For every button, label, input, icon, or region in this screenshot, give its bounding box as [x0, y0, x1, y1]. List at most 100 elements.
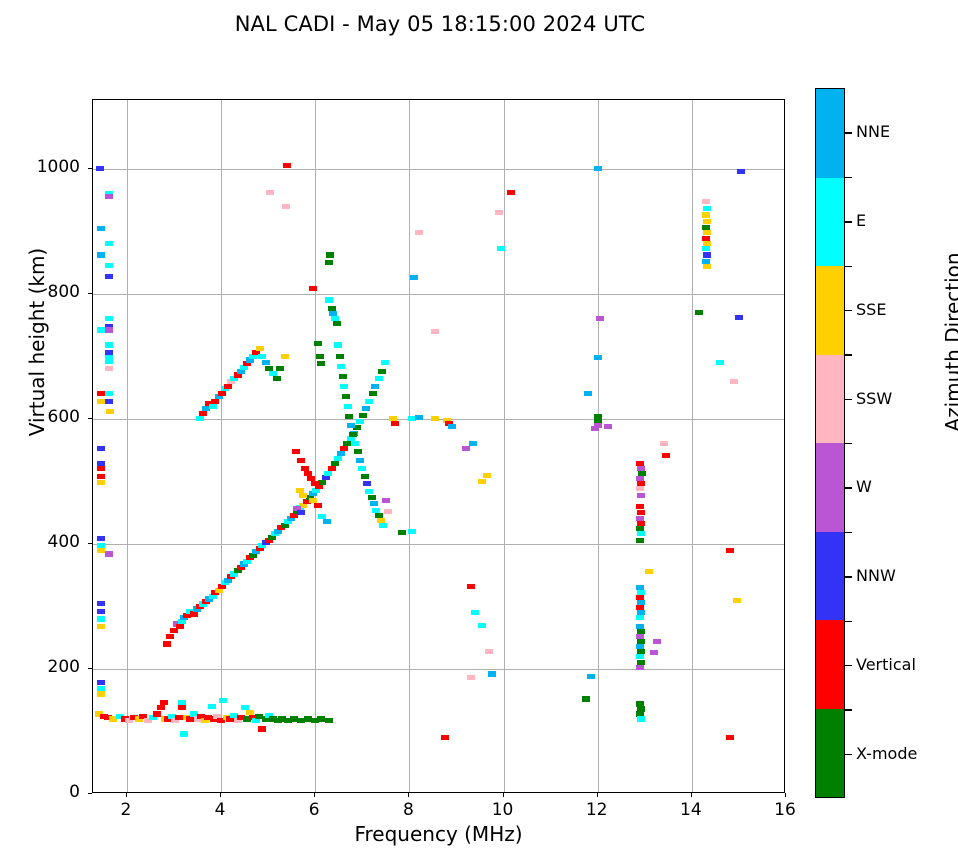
echo-point	[330, 316, 339, 322]
echo-point	[254, 713, 263, 720]
echo-point	[325, 259, 334, 266]
colorbar-label-sse: SSE	[856, 299, 887, 319]
echo-point	[273, 717, 282, 723]
y-tick-label: 400	[47, 531, 80, 552]
echo-point	[208, 593, 217, 600]
echo-point	[308, 286, 317, 292]
echo-point	[346, 436, 355, 442]
echo-point	[97, 327, 105, 333]
echo-point	[443, 417, 452, 423]
echo-point	[316, 716, 325, 722]
echo-point	[96, 446, 105, 452]
echo-point	[108, 716, 117, 722]
echo-point	[360, 473, 369, 479]
echo-point	[283, 717, 292, 723]
echo-point	[97, 252, 105, 258]
echo-point	[105, 273, 113, 279]
echo-point	[661, 452, 670, 458]
echo-point	[139, 713, 148, 720]
colorbar-tick	[845, 132, 852, 134]
y-axis-label: Virtual height (km)	[25, 247, 49, 437]
y-tick	[88, 793, 92, 794]
echo-point	[358, 466, 367, 472]
gridline-horizontal	[93, 168, 784, 170]
echo-point	[299, 492, 308, 498]
echo-point	[275, 366, 284, 372]
colorbar-tick	[845, 221, 852, 223]
echo-point	[105, 194, 114, 200]
echo-point	[355, 418, 364, 424]
echo-point	[636, 653, 645, 660]
echo-point	[106, 408, 115, 414]
colorbar-band-sse[interactable]	[816, 266, 844, 355]
colorbar-band-w[interactable]	[816, 443, 844, 532]
echo-point	[398, 530, 407, 536]
echo-point	[702, 206, 711, 212]
echo-point	[230, 571, 239, 577]
colorbar-band-e[interactable]	[816, 177, 844, 266]
echo-point	[178, 705, 187, 711]
echo-point	[175, 623, 184, 630]
echo-point	[246, 710, 255, 716]
echo-point	[483, 472, 492, 478]
colorbar-band-x-mode[interactable]	[816, 708, 844, 797]
echo-point	[414, 415, 423, 421]
echo-point	[407, 528, 416, 534]
x-tick	[125, 793, 127, 797]
gridline-horizontal	[93, 293, 784, 295]
x-tick-label: 4	[214, 800, 226, 820]
echo-point	[97, 691, 105, 697]
echo-point	[637, 471, 646, 477]
echo-point	[297, 510, 306, 516]
echo-point	[201, 406, 210, 412]
echo-point	[96, 608, 105, 615]
echo-point	[240, 705, 249, 711]
ionogram-plot-area[interactable]	[92, 99, 785, 793]
colorbar-label-nnw: NNW	[856, 566, 896, 586]
echo-point	[596, 316, 605, 322]
colorbar-boundary-tick	[845, 709, 852, 711]
echo-point	[97, 686, 105, 692]
echo-point	[702, 252, 711, 258]
echo-point	[104, 715, 113, 721]
echo-point	[96, 623, 105, 630]
echo-point	[125, 717, 134, 723]
colorbar-band-nnw[interactable]	[816, 531, 844, 620]
echo-point	[268, 371, 277, 377]
echo-point	[267, 535, 276, 541]
echo-point	[105, 323, 113, 329]
echo-point	[105, 191, 113, 197]
echo-point	[636, 492, 645, 498]
echo-point	[120, 716, 129, 722]
echo-point	[286, 516, 295, 522]
echo-point	[326, 252, 335, 258]
echo-point	[174, 715, 183, 721]
echo-point	[636, 503, 645, 509]
colorbar-band-vertical[interactable]	[816, 620, 844, 709]
echo-point	[636, 510, 645, 516]
colorbar-band-ssw[interactable]	[816, 354, 844, 443]
echo-point	[636, 665, 645, 671]
echo-point	[604, 423, 613, 429]
echo-point	[737, 169, 746, 175]
echo-point	[186, 716, 195, 722]
x-tick-label: 8	[402, 800, 414, 820]
echo-point	[374, 512, 383, 518]
echo-point	[230, 376, 239, 382]
colorbar-tick	[845, 398, 852, 401]
echo-point	[246, 357, 255, 363]
echo-point	[208, 403, 217, 409]
colorbar-band-nne[interactable]	[816, 89, 844, 178]
azimuth-colorbar[interactable]: NNE E SSE SSW W NNW Vertical X-mode	[815, 88, 917, 798]
echo-point	[97, 398, 105, 404]
echo-point	[701, 246, 710, 252]
echo-point	[311, 717, 320, 723]
y-tick-label: 800	[47, 281, 80, 302]
echo-point	[636, 585, 645, 591]
echo-point	[365, 398, 374, 404]
x-tick-label: 12	[585, 800, 608, 820]
x-tick-label: 2	[120, 800, 132, 820]
echo-point	[367, 495, 376, 501]
echo-point	[494, 209, 503, 216]
echo-point	[593, 417, 602, 423]
